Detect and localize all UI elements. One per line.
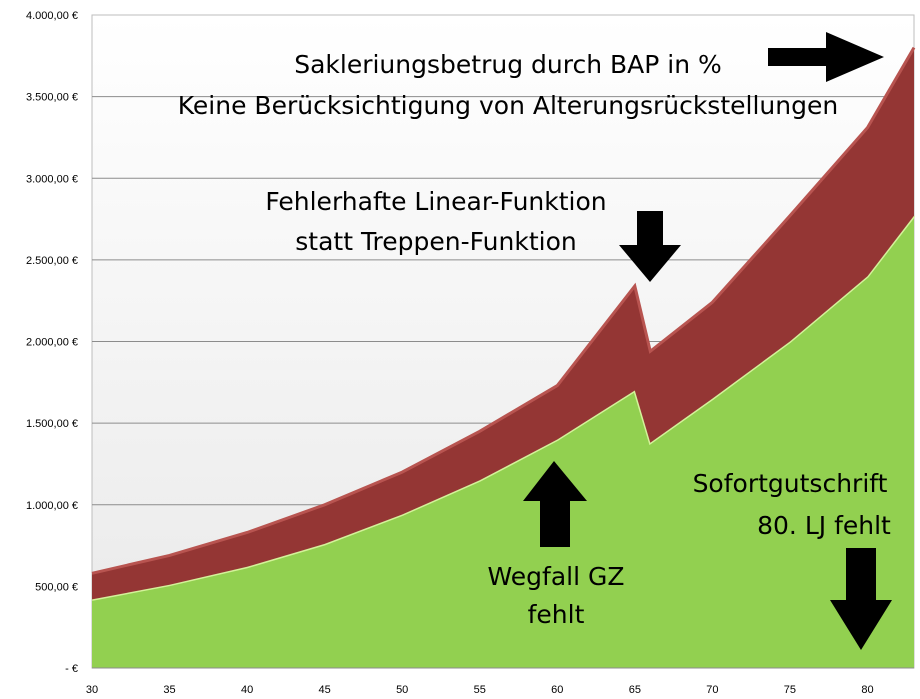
- x-tick-label: 80: [861, 684, 873, 696]
- annotation-gz: Wegfall GZ fehlt: [488, 461, 625, 629]
- annotation-gz-line-1: Wegfall GZ: [488, 562, 625, 591]
- annotation-linear-line-1: Fehlerhafte Linear-Funktion: [265, 187, 606, 216]
- area-series: [91, 46, 916, 669]
- area-series-2: [92, 47, 914, 600]
- annotation-bap-line-2: Keine Berücksichtigung von Alterungsrück…: [178, 91, 838, 120]
- annotation-bap-line-1: Sakleriungsbetrug durch BAP in %: [294, 50, 722, 79]
- y-axis: - € 500,00 € 1.000,00 € 1.500,00 € 2.000,00 …: [26, 10, 78, 675]
- y-tick-label: 500,00 €: [35, 581, 78, 593]
- y-tick-label: 3.500,00 €: [26, 92, 78, 104]
- arrow-down-icon: [619, 211, 681, 282]
- x-tick-label: 35: [163, 684, 175, 696]
- x-tick-label: 55: [474, 684, 486, 696]
- annotation-sofort: Sofortgutschrift 80. LJ fehlt: [693, 469, 892, 650]
- annotation-linear: Fehlerhafte Linear-Funktion statt Treppe…: [265, 187, 681, 282]
- y-tick-label: 3.000,00 €: [26, 173, 78, 185]
- x-axis: 30 35 40 45 50 55 60 65 70 75 80: [86, 667, 914, 696]
- arrow-right-icon: [768, 32, 884, 82]
- y-tick-label: 2.500,00 €: [26, 255, 78, 267]
- annotation-sofort-line-1: Sofortgutschrift: [693, 469, 888, 498]
- arrow-up-icon: [523, 461, 587, 547]
- y-tick-label: 2.000,00 €: [26, 337, 78, 349]
- area-series-1: [92, 215, 914, 669]
- x-tick-label: 60: [551, 684, 563, 696]
- x-tick-label: 70: [706, 684, 718, 696]
- x-tick-label: 65: [629, 684, 641, 696]
- y-tick-label: 4.000,00 €: [26, 10, 78, 22]
- annotation-linear-line-2: statt Treppen-Funktion: [295, 227, 576, 256]
- x-tick-label: 75: [784, 684, 796, 696]
- area-series-2-edge: [91, 46, 916, 575]
- x-tick-label: 30: [86, 684, 98, 696]
- x-tick-label: 40: [241, 684, 253, 696]
- annotation-gz-line-2: fehlt: [528, 600, 585, 629]
- annotation-bap: Sakleriungsbetrug durch BAP in % Keine B…: [178, 32, 884, 120]
- y-tick-label: 1.000,00 €: [26, 500, 78, 512]
- y-tick-label: - €: [65, 663, 78, 675]
- y-tick-label: 1.500,00 €: [26, 418, 78, 430]
- annotation-sofort-line-2: 80. LJ fehlt: [757, 511, 891, 540]
- arrow-down-icon: [830, 548, 892, 650]
- x-tick-label: 50: [396, 684, 408, 696]
- x-tick-label: 45: [319, 684, 331, 696]
